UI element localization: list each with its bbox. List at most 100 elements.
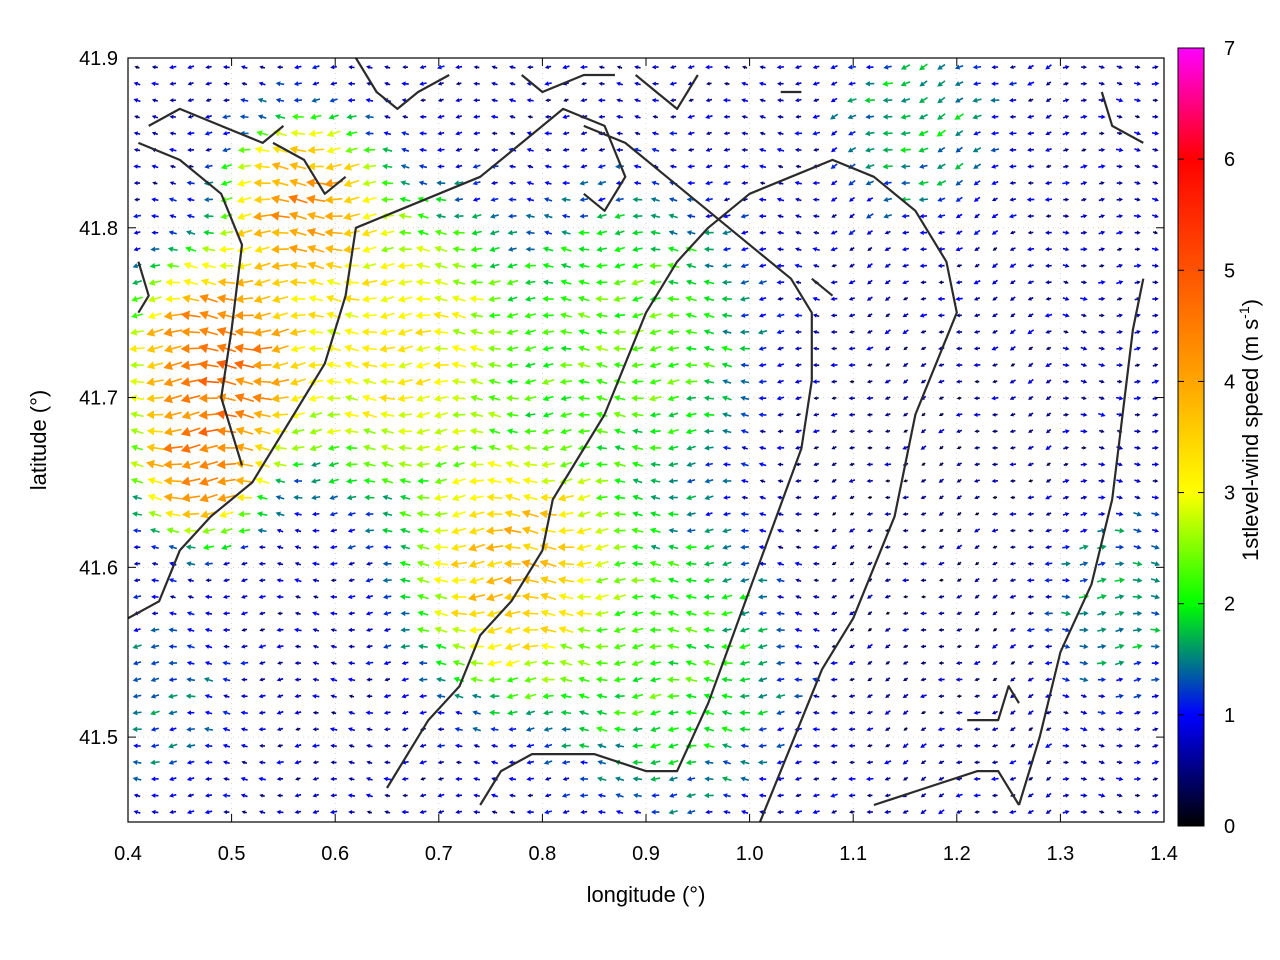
wind-vector [473,809,480,815]
wind-vector-head [222,660,228,666]
wind-vector-shaft [298,612,301,615]
wind-vector-shaft [547,694,554,697]
wind-vector-shaft [1013,429,1016,432]
wind-vector [258,660,266,665]
wind-vector-shaft [834,478,837,482]
wind-vector-head [401,677,407,682]
wind-vector-head [1136,793,1141,798]
wind-vector-head [668,776,675,782]
wind-vector-shaft [280,694,284,697]
wind-vector-head [258,776,263,782]
wind-vector [132,677,142,683]
wind-vector-head [741,793,746,798]
wind-vector-shaft [852,479,856,482]
wind-vector [330,776,337,782]
wind-vector-shaft [1048,462,1051,465]
wind-vector [150,726,159,732]
wind-vector-head [366,743,371,749]
wind-vector-shaft [959,511,962,515]
wind-vector-shaft [440,379,449,383]
wind-vector-shaft [887,743,891,747]
wind-vector-head [1100,727,1106,732]
wind-vector-shaft [494,678,501,681]
wind-vector-head [419,743,425,748]
wind-vector-head [241,810,246,815]
wind-vector [1079,676,1089,683]
wind-vector-head [866,793,871,798]
wind-vector-shaft [923,678,927,681]
wind-vector-head [473,760,478,765]
wind-vector-shaft [190,760,195,764]
wind-vector-shaft [1098,412,1102,416]
wind-vector-shaft [262,611,266,615]
wind-vector-head [150,743,156,749]
wind-vector-head [1100,760,1106,765]
wind-vector-shaft [333,512,338,515]
wind-vector-head [667,692,674,700]
wind-vector-head [240,727,246,732]
wind-vector [169,726,177,732]
wind-vector-head [579,760,585,765]
wind-vector [667,726,679,733]
wind-vector-shaft [1114,579,1120,582]
wind-vector [1152,727,1159,732]
wind-vector-head [902,760,908,765]
wind-vector [490,760,499,765]
wind-vector-head [938,760,943,765]
wind-vector [1152,777,1159,782]
wind-vector [739,709,750,716]
wind-vector-head [973,793,978,798]
wind-vector-shaft [298,711,302,714]
wind-vector-shaft [369,745,373,748]
wind-vector [384,760,391,765]
wind-vector-shaft [655,777,661,780]
wind-vector-shaft [923,462,926,465]
wind-vector-head [525,726,532,732]
wind-vector [973,743,981,748]
wind-vector-head [739,676,746,683]
wind-vector-shaft [333,545,338,548]
wind-vector-head [151,793,156,798]
wind-vector-shaft [333,810,338,813]
wind-vector [1151,809,1160,815]
wind-vector-shaft [637,611,644,615]
wind-vector [831,809,837,814]
wind-vector-head [867,677,872,682]
wind-vector [578,743,589,749]
wind-vector-shaft [332,429,341,433]
wind-vector-shaft [708,446,714,449]
wind-vector-head [578,710,585,716]
wind-vector-head [132,677,138,683]
wind-vector-head [866,809,871,815]
wind-vector-head [632,726,638,733]
wind-vector-head [721,709,728,716]
wind-vector [506,676,519,683]
wind-vector-shaft [387,595,392,598]
wind-vector-shaft [834,561,837,564]
wind-vector-shaft [655,496,661,500]
wind-vector [1133,677,1142,683]
wind-vector-shaft [726,728,733,732]
wind-vector [1063,760,1070,765]
wind-vector-shaft [834,611,838,614]
wind-vector [955,743,963,748]
wind-vector-shaft [1012,677,1016,680]
wind-vector-head [295,727,300,731]
wind-vector-head [1027,743,1033,748]
wind-vector [541,676,555,684]
wind-vector-shaft [959,462,963,465]
wind-vector [866,809,873,815]
wind-vector-shaft [1133,679,1138,682]
wind-vector-head [1065,726,1070,732]
wind-vector-shaft [1134,381,1138,384]
wind-vector [973,727,981,732]
wind-vector-shaft [834,462,837,465]
wind-vector-shaft [816,462,820,465]
wind-vector-shaft [869,710,873,714]
wind-vector [366,694,373,699]
wind-vector-shaft [994,693,999,697]
wind-vector-shaft [351,778,355,781]
wind-vector-shaft [816,495,820,499]
wind-vector-head [632,676,639,683]
wind-vector-head [330,743,335,749]
